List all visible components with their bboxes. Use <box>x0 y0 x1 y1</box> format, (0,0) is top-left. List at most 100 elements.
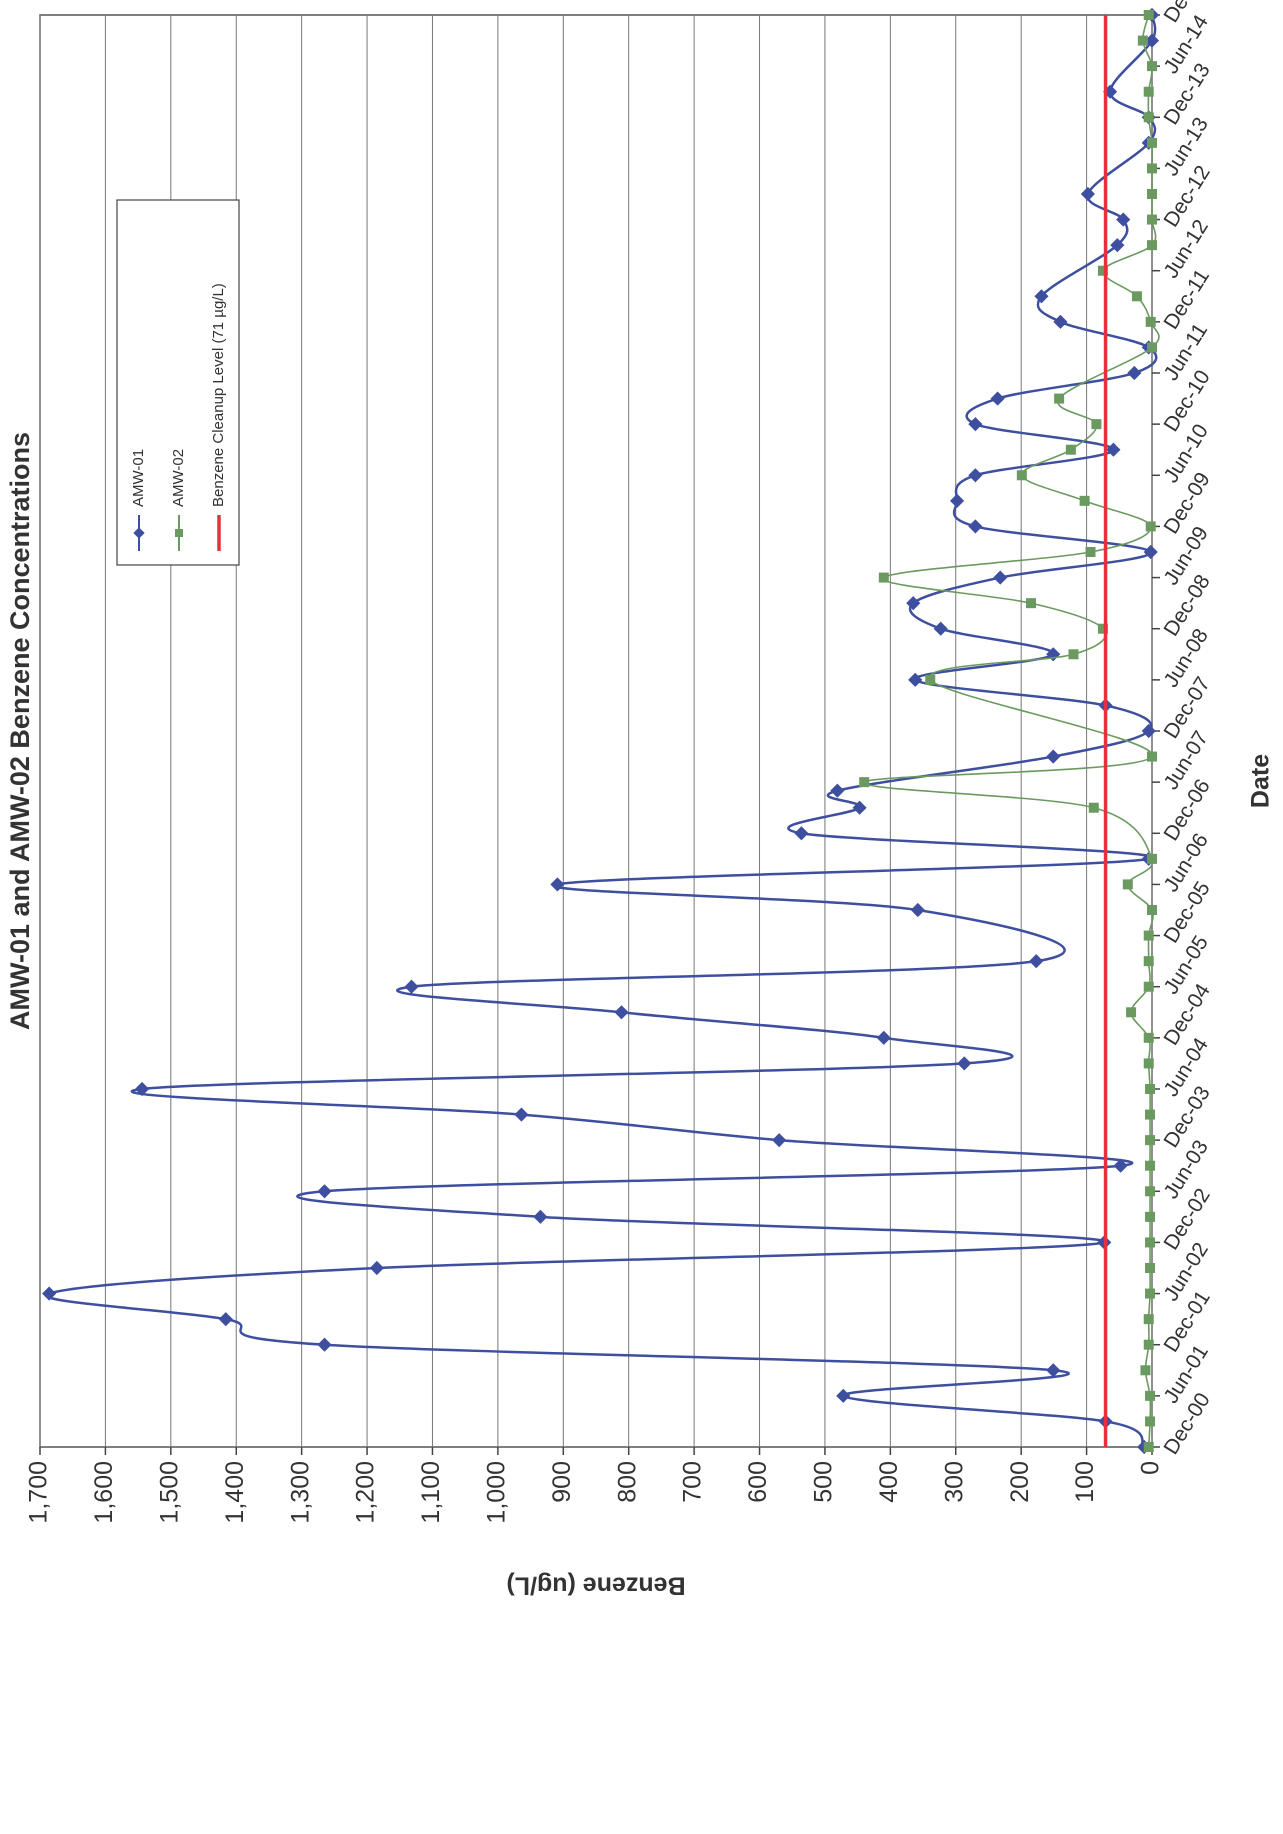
point <box>1080 186 1095 202</box>
point <box>794 826 809 841</box>
point <box>772 1133 787 1148</box>
point <box>1143 1314 1154 1325</box>
point <box>1068 649 1079 660</box>
point <box>1145 1237 1156 1248</box>
point <box>859 777 870 788</box>
legend-box <box>116 199 240 566</box>
point <box>1141 723 1156 739</box>
point <box>404 979 419 994</box>
point <box>614 1005 629 1020</box>
point <box>906 596 921 611</box>
point <box>1079 495 1090 506</box>
point <box>968 519 983 534</box>
y-tick-label: 1,200 <box>352 1461 380 1524</box>
point <box>1147 853 1157 864</box>
point <box>533 1209 548 1224</box>
point <box>993 570 1008 585</box>
y-tick-label: 1,700 <box>25 1461 53 1524</box>
point <box>1091 419 1102 430</box>
y-tick-label: 600 <box>744 1461 772 1503</box>
point <box>1137 35 1148 46</box>
point <box>1144 33 1160 48</box>
point <box>1147 189 1157 199</box>
point <box>1143 112 1154 123</box>
point <box>1145 1109 1156 1120</box>
point <box>1122 879 1133 890</box>
point <box>1143 1442 1154 1452</box>
point <box>1113 1158 1128 1173</box>
rotated-chart: AMW-01 and AMW-02 Benzene Concentrations… <box>5 0 1274 1599</box>
point <box>1145 316 1156 327</box>
point <box>1145 1186 1156 1197</box>
point <box>1147 342 1157 353</box>
point <box>1147 751 1157 762</box>
y-tick-label: 0 <box>1137 1461 1165 1475</box>
point <box>1046 749 1061 764</box>
point <box>1088 802 1099 813</box>
point <box>1143 10 1154 20</box>
point <box>968 417 983 432</box>
point <box>317 1337 332 1352</box>
y-tick-label: 900 <box>548 1461 576 1503</box>
y-tick-label: 1,100 <box>417 1461 445 1524</box>
point <box>1147 137 1157 148</box>
legend-label: Benzene Cleanup Level (71 µg/L) <box>210 283 227 507</box>
point <box>1025 598 1036 609</box>
point <box>1127 365 1142 381</box>
point <box>369 1260 384 1276</box>
point <box>1147 905 1157 915</box>
point <box>1143 1058 1154 1069</box>
point <box>218 1312 233 1327</box>
point <box>1034 289 1049 304</box>
y-tick-label: 200 <box>1006 1461 1034 1503</box>
point <box>1110 238 1125 253</box>
point <box>42 1286 57 1301</box>
legend-marker <box>175 529 183 537</box>
point <box>1143 981 1154 992</box>
point <box>1106 442 1121 457</box>
point <box>1145 1288 1156 1299</box>
point <box>1147 61 1157 72</box>
y-axis-label: Benzene (ug/L) <box>506 1571 685 1599</box>
point <box>1143 930 1154 941</box>
point <box>550 877 565 892</box>
point <box>1140 1365 1151 1376</box>
y-tick-label: 1,600 <box>90 1461 118 1524</box>
point <box>990 391 1005 406</box>
point <box>1145 1263 1156 1273</box>
point <box>878 572 889 583</box>
point <box>908 672 923 687</box>
y-tick-label: 1,500 <box>155 1461 183 1524</box>
legend-label: AMW-02 <box>170 449 187 507</box>
point <box>1016 470 1027 481</box>
y-tick-label: 1,400 <box>221 1461 249 1524</box>
point <box>1147 240 1157 251</box>
x-axis-label: Date <box>1247 754 1275 808</box>
y-tick-label: 400 <box>875 1461 903 1503</box>
point <box>1053 314 1068 329</box>
point <box>1085 547 1096 557</box>
point <box>1143 956 1154 967</box>
point <box>514 1107 529 1122</box>
point <box>134 1081 150 1097</box>
y-tick-label: 1,300 <box>286 1461 314 1524</box>
point <box>1143 544 1158 560</box>
point <box>1131 291 1142 302</box>
point <box>1145 1416 1156 1427</box>
point <box>876 1030 891 1045</box>
point <box>925 674 936 685</box>
point <box>1147 163 1157 174</box>
point <box>933 621 948 636</box>
y-tick-label: 300 <box>940 1461 968 1503</box>
point <box>1143 1032 1154 1043</box>
point <box>1145 1160 1156 1171</box>
point <box>1145 1084 1156 1094</box>
y-tick-label: 100 <box>1071 1461 1099 1503</box>
legend-marker <box>133 527 145 539</box>
point <box>830 783 845 798</box>
point <box>968 468 983 483</box>
point <box>1145 1211 1156 1222</box>
point <box>1065 444 1076 455</box>
point <box>836 1388 851 1403</box>
